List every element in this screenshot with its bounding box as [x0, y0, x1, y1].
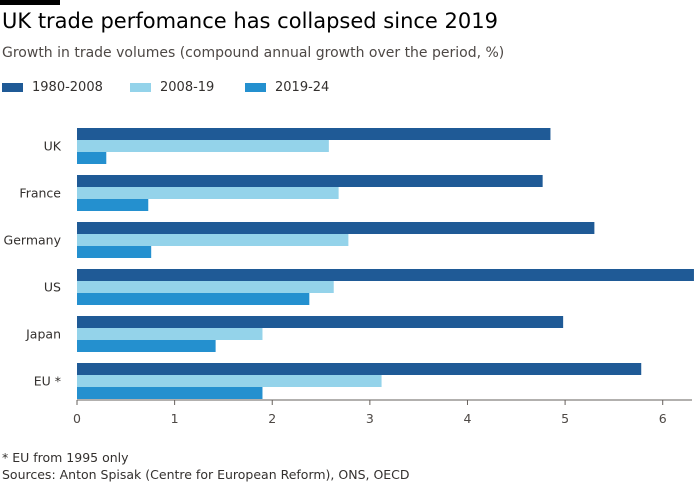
bar-us-2008-19: [77, 281, 334, 293]
x-tick-label-6: 6: [659, 411, 667, 426]
legend: 1980-2008 2008-19 2019-24: [2, 78, 602, 96]
legend-swatch-2019-24: [245, 82, 266, 92]
x-tick-label-0: 0: [73, 411, 81, 426]
bar-eu-2008-19: [77, 375, 382, 387]
bar-eu-2019-24: [77, 387, 263, 399]
category-label-uk: UK: [44, 139, 62, 154]
bar-chart: UK France Germany US Japan EU * 0 1 2 3 4 5 6: [4, 128, 694, 426]
sources-note: Sources: Anton Spisak (Centre for Europe…: [2, 467, 410, 482]
bar-france-2008-19: [77, 187, 339, 199]
x-tick-label-3: 3: [366, 411, 374, 426]
category-label-japan: Japan: [25, 327, 61, 342]
bar-germany-2019-24: [77, 246, 152, 258]
legend-swatch-1980-2008: [2, 82, 23, 92]
bar-us-1980-2008: [77, 269, 694, 281]
brand-bar: [0, 0, 60, 5]
bar-uk-2019-24: [77, 152, 107, 164]
chart-subtitle: Growth in trade volumes (compound annual…: [2, 45, 505, 61]
bar-uk-1980-2008: [77, 128, 551, 140]
x-tick-label-4: 4: [463, 411, 471, 426]
chart-title: UK trade perfomance has collapsed since …: [2, 9, 498, 33]
bar-japan-2019-24: [77, 340, 216, 352]
x-tick-label-5: 5: [561, 411, 569, 426]
category-label-eu: EU *: [34, 374, 61, 389]
legend-item-1980-2008: 1980-2008: [2, 78, 103, 96]
category-label-us: US: [44, 280, 61, 295]
bar-uk-2008-19: [77, 140, 329, 152]
legend-item-2008-19: 2008-19: [130, 78, 214, 96]
category-label-germany: Germany: [4, 233, 62, 248]
category-label-france: France: [19, 186, 61, 201]
bar-germany-2008-19: [77, 234, 349, 246]
x-tick-label-2: 2: [268, 411, 276, 426]
legend-label-2008-19: 2008-19: [160, 79, 215, 95]
bar-france-1980-2008: [77, 175, 543, 187]
x-tick-label-1: 1: [171, 411, 179, 426]
bar-eu-1980-2008: [77, 363, 642, 375]
bar-us-2019-24: [77, 293, 310, 305]
legend-item-2019-24: 2019-24: [245, 78, 329, 96]
bar-france-2019-24: [77, 199, 149, 211]
footnote: * EU from 1995 only: [2, 450, 129, 465]
legend-swatch-2008-19: [130, 82, 151, 92]
bar-germany-1980-2008: [77, 222, 595, 234]
bar-japan-1980-2008: [77, 316, 564, 328]
legend-label-1980-2008: 1980-2008: [32, 79, 103, 95]
bar-japan-2008-19: [77, 328, 263, 340]
legend-label-2019-24: 2019-24: [275, 79, 330, 95]
